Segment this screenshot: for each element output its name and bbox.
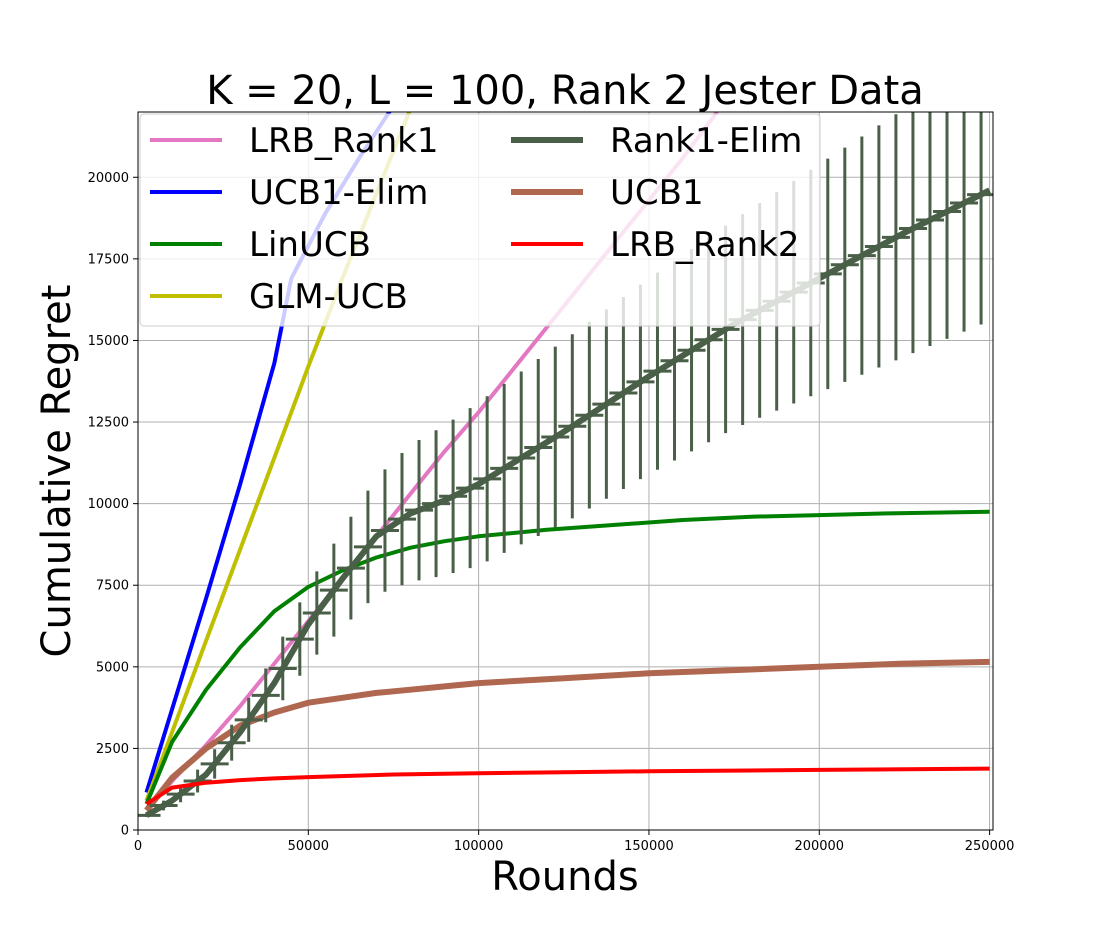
x-axis-label: Rounds [491,854,638,900]
x-tick-label: 0 [134,839,142,854]
legend-label: UCB1 [610,173,704,213]
series-line-linucb [144,509,990,805]
legend-label: GLM-UCB [249,277,408,317]
x-tick-label: 250000 [965,839,1015,854]
series-line-lrb-rank2 [145,766,990,806]
legend: LRB_Rank1 UCB1-Elim LinUCB GLM-UCB Rank1-Eli… [139,113,821,327]
series-linucb [144,509,990,805]
legend-label: LRB_Rank1 [249,121,438,161]
axis-ticks: 0 50000 100000 150000 200000 250000 0 2500 5000 7… [88,171,1015,854]
legend-label: Rank1-Elim [610,121,802,161]
y-axis-label: Cumulative Regret [34,285,80,658]
series-ucb1 [144,658,990,813]
y-tick-label: 15000 [88,334,129,349]
y-tick-label: 2500 [96,742,129,757]
y-tick-label: 10000 [88,497,129,512]
y-tick-label: 7500 [96,579,129,594]
y-tick-label: 20000 [88,171,129,186]
x-tick-label: 200000 [794,839,844,854]
x-tick-label: 150000 [624,839,674,854]
legend-box [139,113,821,327]
chart-title: K = 20, L = 100, Rank 2 Jester Data [206,68,924,114]
y-tick-label: 17500 [88,252,129,267]
y-tick-label: 0 [121,824,129,839]
y-tick-label: 12500 [88,416,129,431]
x-tick-label: 100000 [454,839,504,854]
y-tick-label: 5000 [96,660,129,675]
legend-label: UCB1-Elim [249,173,428,213]
series-line-ucb1 [144,658,990,813]
legend-label: LRB_Rank2 [610,225,799,265]
x-tick-label: 50000 [288,839,329,854]
legend-label: LinUCB [249,225,371,265]
series-lrb-rank2 [145,766,990,806]
plot-frame [137,111,994,831]
